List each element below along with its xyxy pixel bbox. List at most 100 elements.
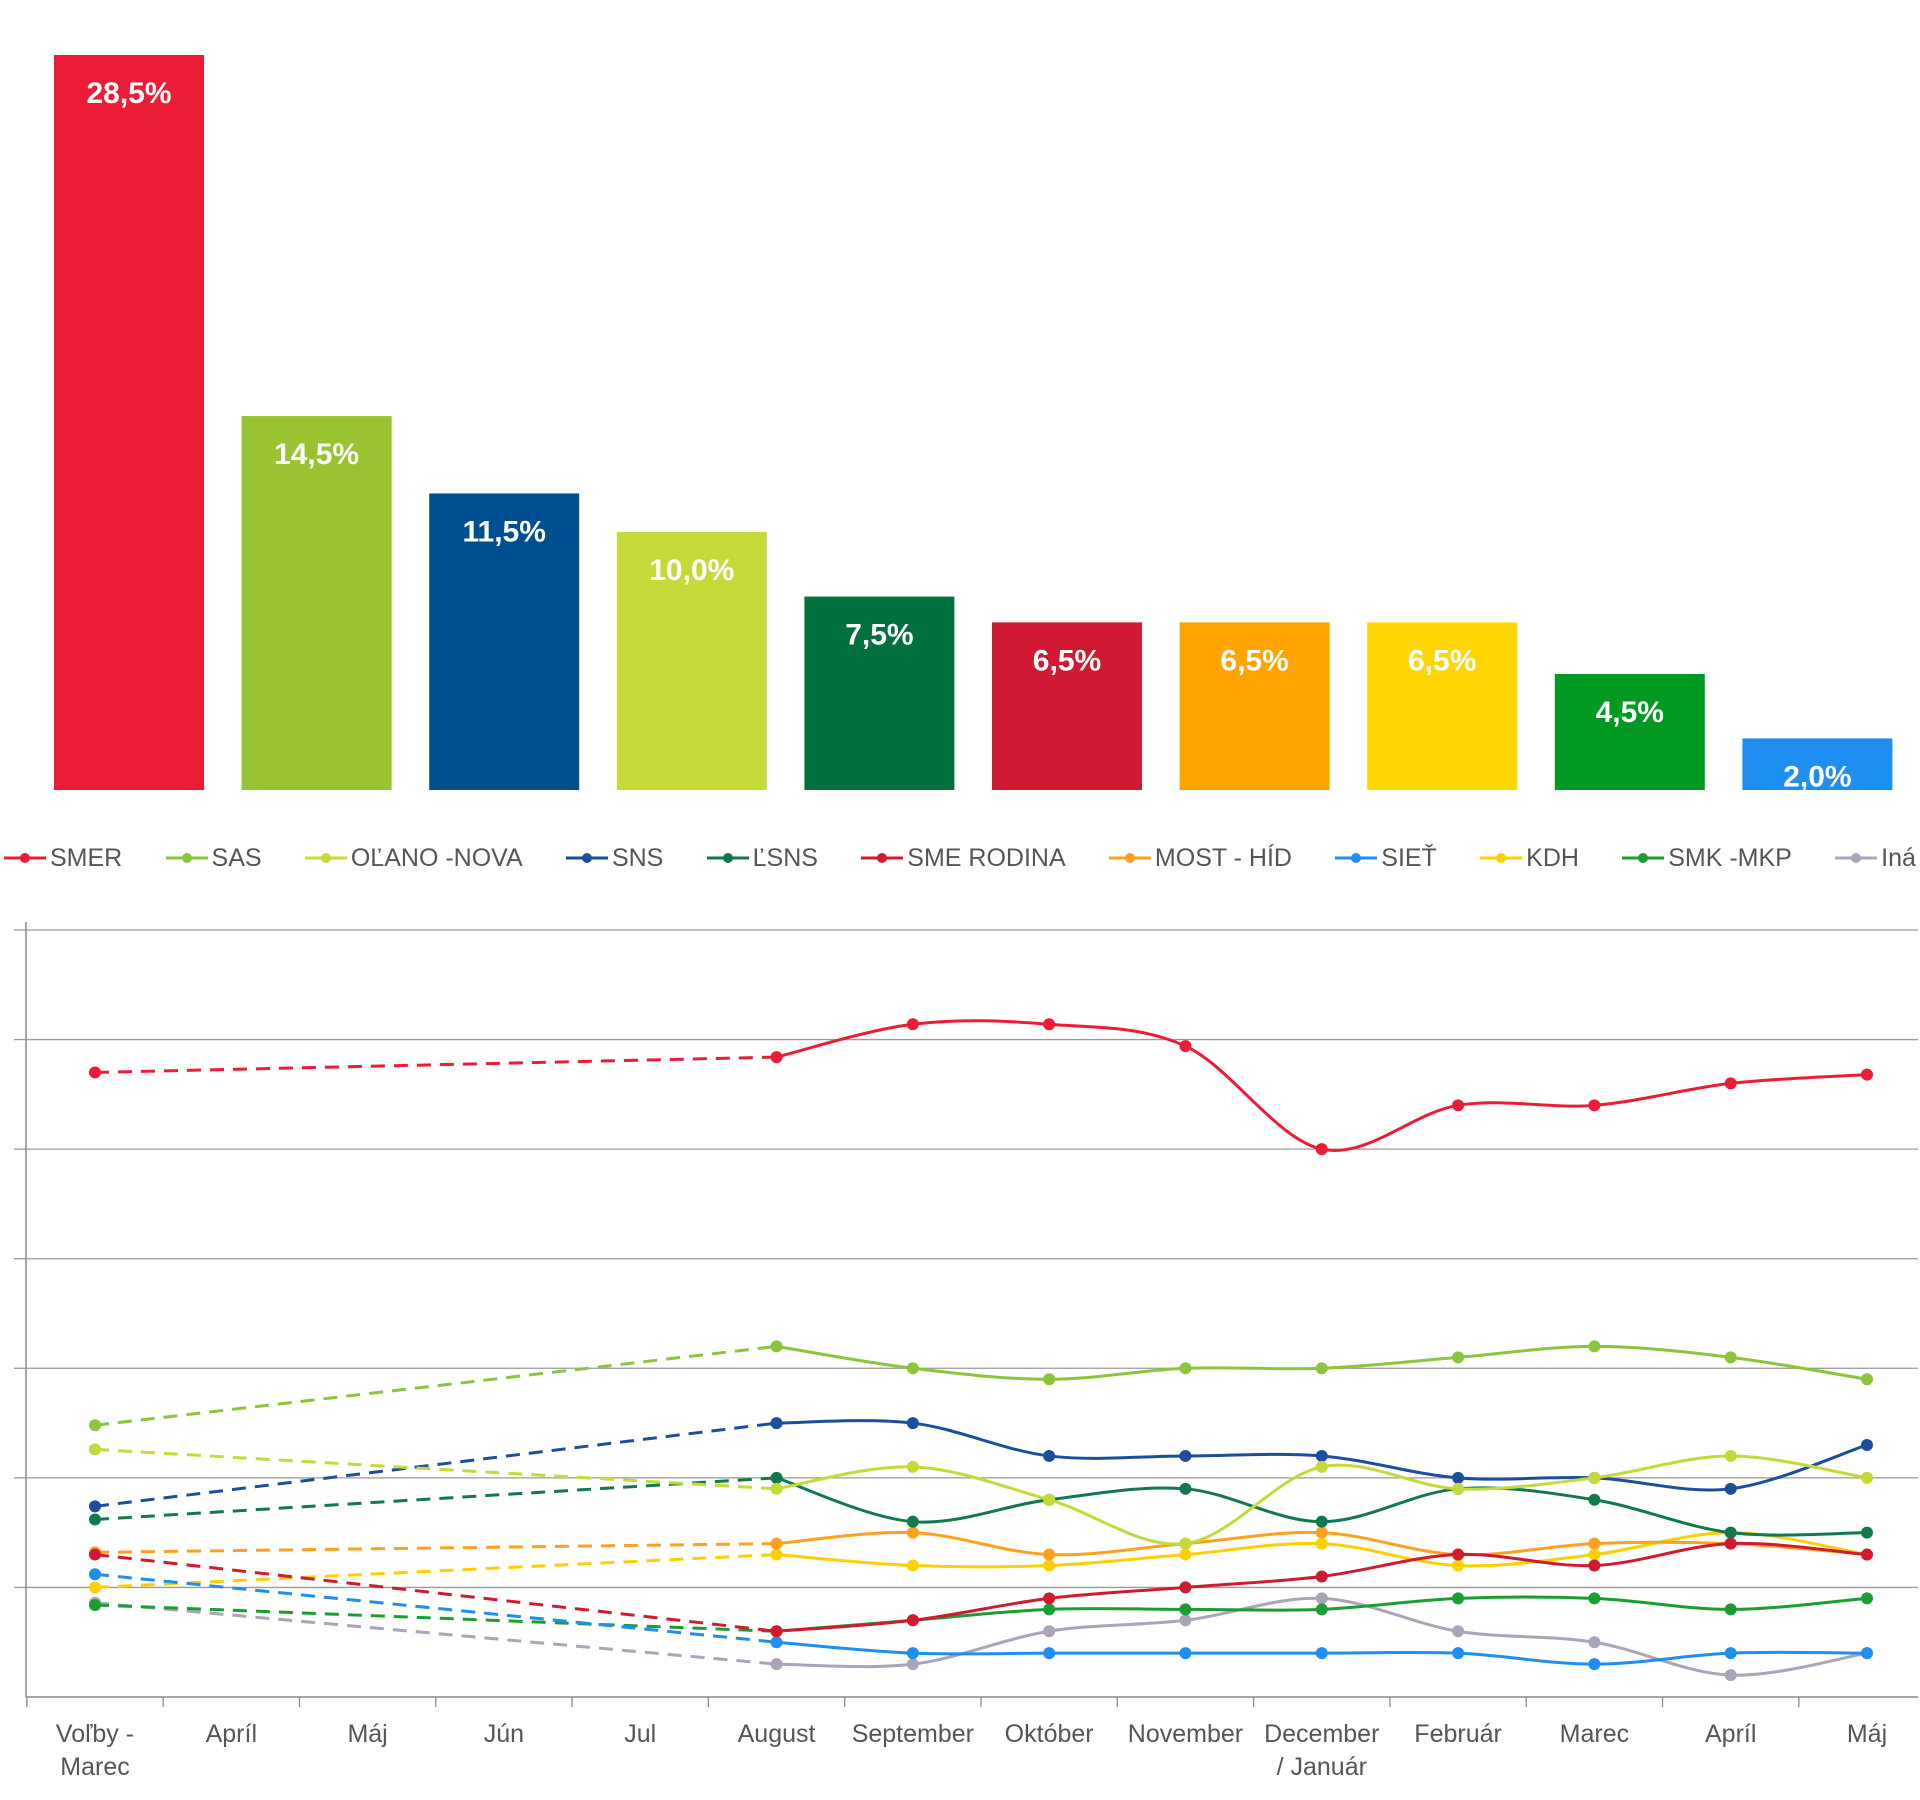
bar-value-label: 4,5% [1596,696,1664,729]
bar-olano-nova [616,532,767,790]
legend-item-sme-rodina: SME RODINA [861,844,1066,873]
legend-marker-icon [165,853,208,863]
data-point [1315,1526,1328,1539]
data-point [1043,1592,1056,1605]
data-point [1588,1636,1601,1649]
data-point [1861,1373,1873,1386]
data-point [1179,1548,1192,1561]
data-point [1179,1603,1192,1616]
data-point [1179,1614,1192,1627]
legend-marker-icon [4,853,46,863]
bar-siet [1742,738,1893,790]
data-point [1315,1537,1328,1550]
data-point [906,1018,919,1031]
legend-label: ĽSNS [752,843,818,872]
legend-item-smk-mkp: SMK -MKP [1622,844,1792,873]
data-point [1588,1471,1601,1484]
data-point [1724,1647,1737,1660]
legend-item-ina: Iná [1835,844,1916,873]
data-point [1179,1537,1192,1550]
legend-item-sas: SAS [165,844,262,873]
data-point [770,1482,783,1495]
data-point [1452,1351,1465,1364]
data-point [770,1658,783,1671]
data-point [89,1598,101,1611]
data-point [89,1419,101,1432]
bar-chart: 28,5% 14,5% 11,5% 10,0% 7,5% 6,5% 6,5% 6,5% 4,5%… [54,55,1893,793]
legend-label: SMK -MKP [1668,843,1792,872]
data-point [770,1471,783,1484]
bar-value-label: 6,5% [1408,644,1476,677]
data-point [906,1614,919,1627]
data-point [1315,1143,1328,1156]
bar-value-label: 6,5% [1033,644,1101,677]
data-point [770,1625,783,1638]
line-chart-legend: SMER SAS OĽANO -NOVA SNS ĽSNS SME RODINA MOST … [0,838,1920,878]
x-tick-label: Marec [1560,1720,1629,1748]
legend-label: SMER [50,843,123,872]
legend-item-most-hid: MOST - HÍD [1108,844,1292,873]
legend-marker-icon [1835,853,1878,863]
bar-lsns [804,596,955,790]
data-point [1588,1099,1601,1112]
data-point [89,1568,101,1581]
data-point [770,1636,783,1649]
bar-value-label: 11,5% [462,515,545,548]
bar-value-label: 14,5% [274,438,359,471]
data-point [1043,1603,1056,1616]
data-point [1452,1099,1465,1112]
series-line-dashed [94,1447,777,1491]
bar-smk-mkp [1554,673,1705,790]
data-point [1861,1526,1873,1539]
x-tick-label: Október [1005,1720,1094,1748]
data-point [906,1460,919,1473]
data-point [1043,1373,1056,1386]
x-tick-label: September [852,1720,974,1748]
data-point [1043,1449,1056,1462]
data-point [770,1340,783,1353]
bar-value-label: 2,0% [1783,760,1851,793]
data-point [770,1537,783,1550]
series-line-dashed [94,1421,777,1508]
series-smer [89,1018,1873,1156]
data-point [1179,1647,1192,1660]
data-point [1315,1592,1328,1605]
bar-value-label: 7,5% [845,619,913,652]
data-point [1588,1548,1601,1561]
data-point [1315,1460,1328,1473]
legend-item-siet: SIEŤ [1335,844,1437,873]
legend-item-olano-nova: OĽANO -NOVA [304,843,523,873]
data-point [770,1548,783,1561]
data-point [1179,1040,1192,1053]
legend-label: OĽANO -NOVA [350,843,523,872]
series-line-dashed [94,1055,777,1074]
data-point [906,1559,919,1572]
data-point [1315,1449,1328,1462]
data-point [89,1066,101,1079]
legend-label: KDH [1526,843,1579,872]
bar-value-label: 6,5% [1220,644,1288,677]
series-lsns [89,1471,1873,1539]
data-point [906,1362,919,1375]
x-tick-label: Jul [624,1720,656,1748]
data-point [1724,1669,1737,1682]
x-tick-label: Jún [484,1720,524,1748]
legend-item-kdh: KDH [1480,844,1579,873]
data-point [1588,1559,1601,1572]
series-sme-rodina [89,1537,1873,1638]
data-point [906,1526,919,1539]
series-siet [89,1568,1873,1671]
data-point [1724,1482,1737,1495]
series-line-dashed [94,1603,777,1633]
series-most-hid [89,1526,1873,1561]
bar-value-label: 28,5% [86,77,171,110]
data-point [1861,1471,1873,1484]
legend-item-lsns: ĽSNS [706,843,818,873]
data-point [906,1515,919,1528]
data-point [1588,1340,1601,1353]
data-point [1452,1625,1465,1638]
data-point [1724,1077,1737,1090]
data-point [1043,1647,1056,1660]
data-point [1315,1603,1328,1616]
data-point [1588,1537,1601,1550]
